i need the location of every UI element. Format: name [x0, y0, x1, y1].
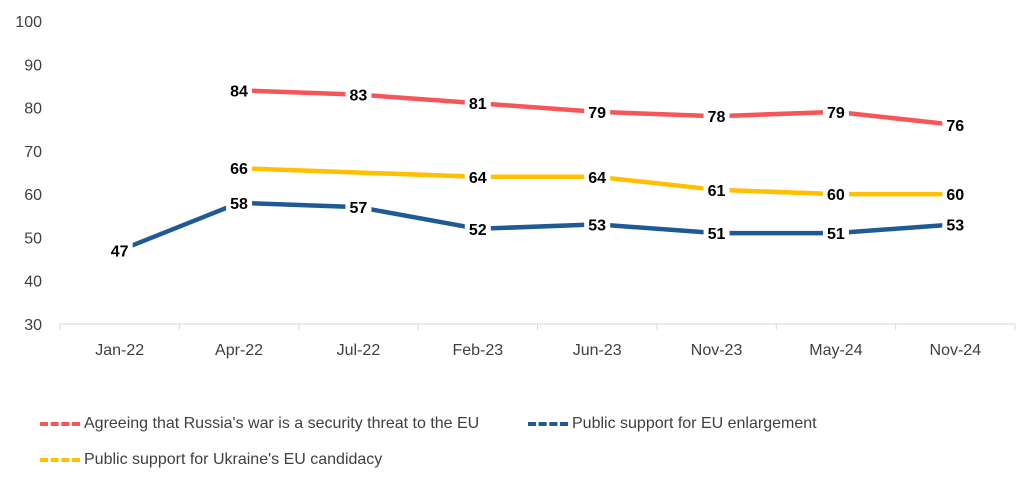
data-label-background — [703, 105, 730, 126]
data-label-text: 57 — [350, 200, 368, 217]
data-label-background — [226, 79, 253, 100]
data-label-background — [703, 222, 730, 243]
data-label-background — [345, 83, 372, 104]
data-label-background — [464, 92, 491, 113]
data-label-text: 53 — [588, 217, 606, 234]
data-label: 51 — [822, 222, 849, 243]
data-label: 57 — [345, 196, 372, 217]
y-tick-label: 60 — [24, 187, 42, 204]
data-label-background — [703, 178, 730, 199]
data-label: 53 — [942, 213, 969, 234]
data-label-text: 60 — [827, 187, 845, 204]
x-tick-label: May-24 — [809, 342, 862, 359]
data-label-background — [345, 196, 372, 217]
data-label: 79 — [584, 100, 611, 122]
legend-label-ukraine-candidacy: Public support for Ukraine's EU candidac… — [84, 451, 383, 468]
data-label-text: 76 — [946, 118, 964, 135]
data-label-background — [584, 100, 611, 121]
x-tick-label: Feb-23 — [452, 342, 503, 359]
data-label: 78 — [703, 105, 730, 126]
y-tick-label: 30 — [24, 317, 42, 334]
y-tick-label: 50 — [24, 230, 42, 247]
data-label: 83 — [345, 83, 372, 105]
legend-swatch-ukraine-candidacy — [40, 458, 80, 462]
y-tick-label: 40 — [24, 274, 42, 291]
data-label: 60 — [942, 183, 969, 204]
data-label-text: 66 — [230, 161, 248, 178]
data-label-background — [942, 213, 969, 234]
data-label: 47 — [106, 239, 133, 260]
data-label-text: 84 — [230, 83, 248, 100]
data-label-text: 61 — [708, 183, 726, 200]
data-label-background — [106, 239, 133, 260]
x-axis: Jan-22 Apr-22 Jul-22 Feb-23 Jun-23 Nov-23 May-… — [59, 323, 1016, 359]
data-label: 66 — [226, 157, 253, 178]
data-label: 53 — [584, 213, 611, 234]
data-label: 64 — [464, 165, 491, 187]
data-label-text: 79 — [827, 105, 845, 122]
data-label-background — [584, 213, 611, 234]
data-label-background — [942, 113, 969, 134]
y-tick-label: 70 — [24, 144, 42, 161]
data-label-background — [822, 100, 849, 121]
data-label-background — [226, 191, 253, 212]
data-label-background — [822, 222, 849, 243]
data-labels: 84 83 81 79 78 79 76 47 58 57 52 53 51 51 53 66 64 64 61 60… — [106, 79, 969, 260]
data-label-text: 60 — [946, 187, 964, 204]
data-label-background — [942, 183, 969, 204]
data-label: 76 — [942, 113, 969, 135]
x-tick-label: Apr-22 — [215, 342, 263, 359]
data-label-background — [226, 157, 253, 178]
legend-label-security-threat: Agreeing that Russia's war is a security… — [84, 415, 480, 432]
legend-item-ukraine-candidacy: Public support for Ukraine's EU candidac… — [40, 448, 382, 472]
line-chart: 30 40 50 60 70 80 90 100 Jan-22 Apr-22 Jul-22 Feb-… — [15, 14, 1016, 359]
data-label-text: 51 — [708, 226, 726, 243]
legend-swatch-security-threat — [40, 422, 80, 426]
data-label-background — [464, 165, 491, 186]
data-label: 81 — [464, 92, 491, 113]
x-tick-label: Jun-23 — [573, 342, 622, 359]
x-tick-label: Jul-22 — [337, 342, 381, 359]
data-label-text: 83 — [350, 88, 368, 105]
data-label: 84 — [226, 79, 253, 100]
data-label-background — [464, 217, 491, 238]
y-axis: 30 40 50 60 70 80 90 100 — [15, 14, 42, 334]
y-tick-label: 80 — [24, 101, 42, 118]
data-label-text: 58 — [230, 196, 248, 213]
data-label-background — [822, 183, 849, 204]
data-label-text: 64 — [469, 170, 487, 187]
data-label: 60 — [822, 183, 849, 204]
y-tick-label: 100 — [15, 14, 42, 31]
data-label: 64 — [584, 165, 611, 187]
data-label-text: 64 — [588, 170, 606, 187]
series-line-2 — [236, 165, 958, 197]
legend-label-eu-enlargement: Public support for EU enlargement — [572, 415, 817, 432]
data-label-text: 79 — [588, 105, 606, 122]
legend-swatch-eu-enlargement — [528, 422, 568, 426]
data-label: 51 — [703, 222, 730, 243]
data-label-text: 78 — [708, 109, 726, 126]
data-label-text: 53 — [946, 217, 964, 234]
data-label-text: 52 — [469, 222, 487, 239]
data-label-text: 81 — [469, 96, 487, 113]
y-tick-label: 90 — [24, 57, 42, 74]
legend-item-security-threat: Agreeing that Russia's war is a security… — [40, 412, 479, 436]
data-label-text: 47 — [111, 243, 129, 260]
x-tick-label: Jan-22 — [95, 342, 144, 359]
series-line-1 — [117, 200, 958, 253]
data-label: 52 — [464, 217, 491, 239]
data-label: 79 — [822, 100, 849, 122]
data-label: 61 — [703, 178, 730, 200]
data-label: 58 — [226, 191, 253, 213]
legend-item-eu-enlargement: Public support for EU enlargement — [528, 412, 817, 436]
x-tick-label: Nov-23 — [691, 342, 743, 359]
x-tick-label: Nov-24 — [930, 342, 982, 359]
data-label-text: 51 — [827, 226, 845, 243]
data-label-background — [584, 165, 611, 186]
